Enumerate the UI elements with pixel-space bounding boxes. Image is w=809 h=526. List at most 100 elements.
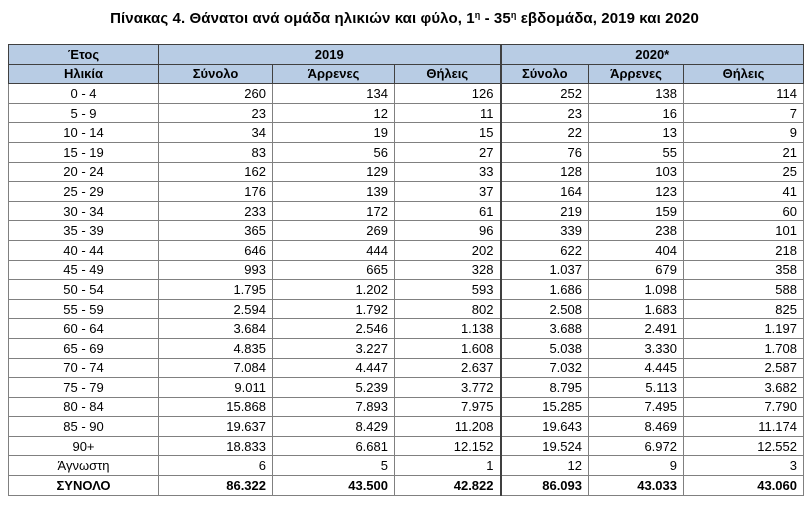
cell-2019-female: 202	[394, 239, 501, 261]
age-group-cell: ΣΥΝΟΛΟ	[8, 475, 159, 496]
cell-2020-male: 1.683	[588, 298, 684, 320]
title-prefix: Πίνακας 4. Θάνατοι ανά ομάδα ηλικιών και…	[110, 10, 475, 27]
cell-2020-male: 159	[588, 200, 684, 222]
cell-2019-male: 3.227	[272, 337, 395, 359]
table-row: 0 - 4 260 134 126 252 138 114	[8, 83, 804, 104]
title-superscript-first: η	[474, 10, 481, 20]
cell-2020-total: 1.037	[499, 259, 589, 281]
age-group-cell: 35 - 39	[8, 220, 159, 241]
cell-2019-total: 34	[158, 122, 273, 143]
cell-2019-male: 56	[272, 141, 395, 163]
cell-2019-female: 96	[394, 220, 501, 241]
cell-2019-total: 86.322	[158, 475, 273, 496]
table-row: 75 - 79 9.011 5.239 3.772 8.795 5.113 3.682	[8, 377, 804, 398]
age-group-cell: 15 - 19	[8, 141, 159, 163]
age-group-cell: 20 - 24	[8, 161, 159, 183]
cell-2019-female: 11	[394, 102, 501, 124]
cell-2019-male: 12	[272, 102, 395, 124]
cell-2020-total: 23	[499, 102, 589, 124]
table-title: Πίνακας 4. Θάνατοι ανά ομάδα ηλικιών και…	[0, 10, 809, 27]
age-group-cell: 80 - 84	[8, 396, 159, 418]
table-row: 20 - 24 162 129 33 128 103 25	[8, 161, 804, 183]
total-row: ΣΥΝΟΛΟ 86.322 43.500 42.822 86.093 43.033 43.0…	[8, 475, 804, 496]
cell-2020-male: 2.491	[588, 318, 684, 339]
title-superscript-last: η	[510, 10, 517, 20]
cell-2019-total: 6	[158, 455, 273, 477]
cell-2019-female: 42.822	[394, 475, 501, 496]
age-group-cell: 30 - 34	[8, 200, 159, 222]
cell-2019-male: 8.429	[272, 416, 395, 437]
cell-2019-total: 2.594	[158, 298, 273, 320]
cell-2019-male: 43.500	[272, 475, 395, 496]
cell-2020-female: 825	[683, 298, 804, 320]
cell-2019-female: 15	[394, 122, 501, 143]
table-row: 90+ 18.833 6.681 12.152 19.524 6.972 12.552	[8, 435, 804, 457]
cell-2020-male: 123	[588, 181, 684, 202]
col-2019-male: Άρρενες	[272, 63, 395, 85]
cell-2019-total: 233	[158, 200, 273, 222]
header-row-columns: Ηλικία Σύνολο Άρρενες Θήλεις Σύνολο Άρρε…	[8, 63, 804, 85]
cell-2019-female: 11.208	[394, 416, 501, 437]
cell-2020-female: 2.587	[683, 357, 804, 379]
cell-2020-male: 13	[588, 122, 684, 143]
cell-2020-female: 43.060	[683, 475, 804, 496]
cell-2019-male: 2.546	[272, 318, 395, 339]
cell-2019-total: 176	[158, 181, 273, 202]
cell-2019-female: 33	[394, 161, 501, 183]
cell-2020-male: 3.330	[588, 337, 684, 359]
col-2019-female: Θήλεις	[394, 63, 501, 85]
table-row: 5 - 9 23 12 11 23 16 7	[8, 102, 804, 124]
cell-2020-female: 358	[683, 259, 804, 281]
cell-2020-total: 8.795	[499, 377, 589, 398]
cell-2019-female: 802	[394, 298, 501, 320]
cell-2020-female: 41	[683, 181, 804, 202]
cell-2019-female: 1.138	[394, 318, 501, 339]
cell-2019-total: 15.868	[158, 396, 273, 418]
cell-2020-female: 588	[683, 279, 804, 300]
cell-2019-male: 1.792	[272, 298, 395, 320]
cell-2019-total: 9.011	[158, 377, 273, 398]
cell-2020-male: 7.495	[588, 396, 684, 418]
cell-2019-total: 23	[158, 102, 273, 124]
cell-2019-total: 7.084	[158, 357, 273, 379]
title-suffix: εβδομάδα, 2019 και 2020	[516, 10, 699, 27]
cell-2020-female: 3	[683, 455, 804, 477]
cell-2019-total: 83	[158, 141, 273, 163]
cell-2020-male: 4.445	[588, 357, 684, 379]
cell-2020-female: 1.197	[683, 318, 804, 339]
cell-2019-female: 3.772	[394, 377, 501, 398]
age-group-cell: 10 - 14	[8, 122, 159, 143]
cell-2020-total: 252	[499, 83, 589, 104]
cell-2019-male: 134	[272, 83, 395, 104]
cell-2019-total: 1.795	[158, 279, 273, 300]
table-row: 85 - 90 19.637 8.429 11.208 19.643 8.469 11.17…	[8, 416, 804, 437]
age-group-cell: 25 - 29	[8, 181, 159, 202]
cell-2020-male: 238	[588, 220, 684, 241]
year-label: Έτος	[8, 44, 159, 65]
cell-2019-total: 3.684	[158, 318, 273, 339]
table-row: 50 - 54 1.795 1.202 593 1.686 1.098 588	[8, 279, 804, 300]
cell-2020-total: 128	[499, 161, 589, 183]
age-group-cell: 55 - 59	[8, 298, 159, 320]
age-group-cell: 5 - 9	[8, 102, 159, 124]
cell-2019-total: 19.637	[158, 416, 273, 437]
cell-2020-total: 19.524	[499, 435, 589, 457]
cell-2020-male: 55	[588, 141, 684, 163]
cell-2020-total: 622	[499, 239, 589, 261]
cell-2019-male: 1.202	[272, 279, 395, 300]
cell-2019-female: 593	[394, 279, 501, 300]
cell-2019-male: 4.447	[272, 357, 395, 379]
age-group-cell: 0 - 4	[8, 83, 159, 104]
cell-2020-total: 7.032	[499, 357, 589, 379]
age-group-cell: Άγνωστη	[8, 455, 159, 477]
title-middle: - 35	[480, 10, 511, 27]
table-row: Άγνωστη 6 5 1 12 9 3	[8, 455, 804, 477]
age-group-cell: 90+	[8, 435, 159, 457]
cell-2020-total: 219	[499, 200, 589, 222]
cell-2020-female: 218	[683, 239, 804, 261]
col-2019-total: Σύνολο	[158, 63, 273, 85]
age-group-cell: 70 - 74	[8, 357, 159, 379]
cell-2020-male: 8.469	[588, 416, 684, 437]
cell-2020-total: 2.508	[499, 298, 589, 320]
age-group-cell: 85 - 90	[8, 416, 159, 437]
